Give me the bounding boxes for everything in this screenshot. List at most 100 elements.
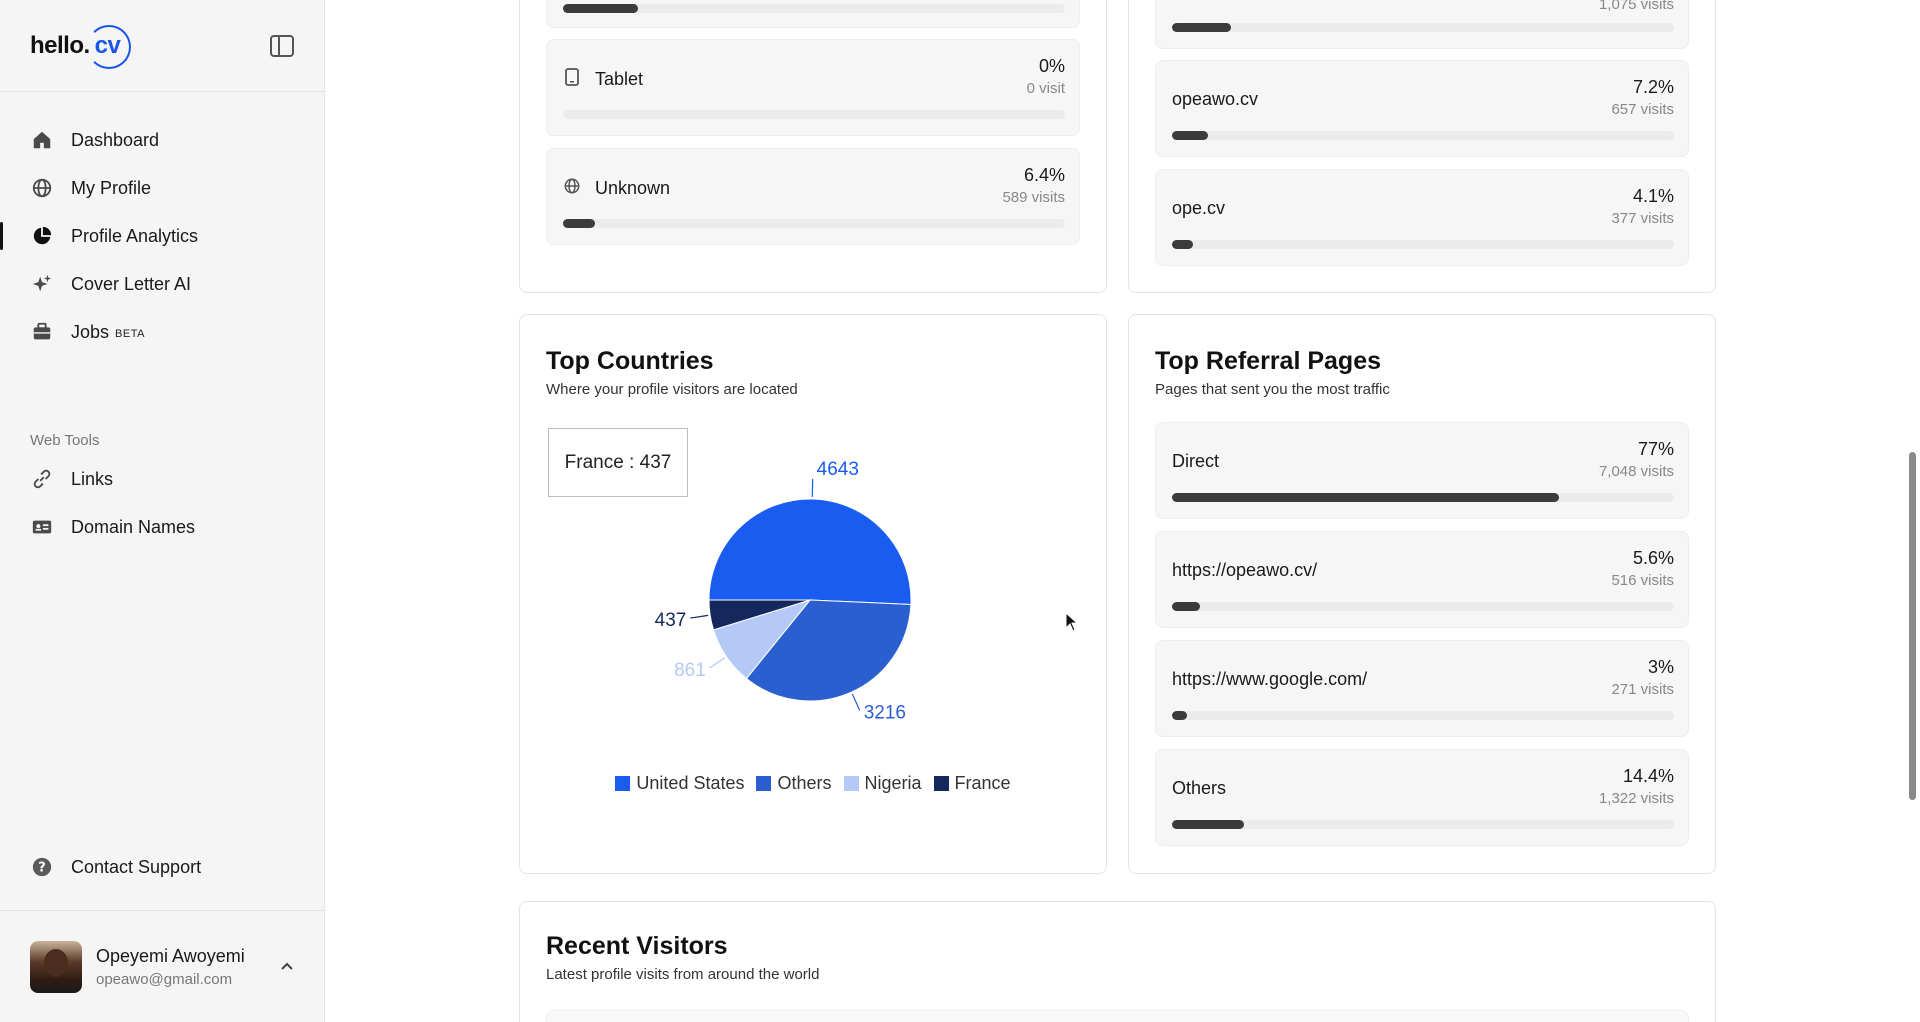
pie-data-label: 3216 xyxy=(864,702,906,723)
sidebar-toggle-icon[interactable] xyxy=(270,34,294,57)
chevron-up-icon[interactable] xyxy=(280,958,294,976)
progress-bar xyxy=(1172,240,1193,249)
contact-support-label: Contact Support xyxy=(71,856,202,877)
referral-visits: 516 visits xyxy=(1611,572,1674,589)
domain-visits: 377 visits xyxy=(1611,210,1674,227)
domain-percent: 4.1% xyxy=(1632,186,1674,206)
pie-label-line xyxy=(690,614,709,619)
referral-name: https://www.google.com/ xyxy=(1172,669,1368,689)
domain-percent: 7.2% xyxy=(1632,77,1674,97)
domain-visits: 1,075 visits xyxy=(1598,0,1674,13)
legend-swatch xyxy=(843,776,859,791)
user-email: opeawo@gmail.com xyxy=(96,970,233,988)
sidebar-item-label: Links xyxy=(71,468,114,489)
progress-bar xyxy=(1172,23,1231,32)
globe-icon xyxy=(30,176,54,200)
legend-item[interactable]: France xyxy=(933,773,1011,794)
sidebar-item-label: Profile Analytics xyxy=(71,225,199,246)
pie-label-line xyxy=(851,693,861,711)
sidebar-item-links[interactable]: Links xyxy=(0,455,324,503)
pie-data-label: 4643 xyxy=(817,459,859,480)
device-percent: 6.4% xyxy=(1023,165,1065,185)
svg-text:?: ? xyxy=(38,861,45,876)
progress-bar xyxy=(1172,820,1245,829)
device-visits: 0 visit xyxy=(1026,80,1065,97)
top-referrals-card: Top Referral Pages Pages that sent you t… xyxy=(1128,314,1716,874)
tablet-icon xyxy=(563,68,581,91)
progress-bar xyxy=(1172,602,1201,611)
domain-row-ope: ope.cv 4.1% 377 visits xyxy=(1155,169,1689,266)
referral-percent: 3% xyxy=(1647,657,1674,677)
help-icon: ? xyxy=(30,855,54,879)
chart-legend: United States Others Nigeria France xyxy=(520,773,1106,794)
device-percent: 0% xyxy=(1038,56,1065,76)
sidebar-item-label: Dashboard xyxy=(71,129,160,150)
legend-label: France xyxy=(954,773,1011,793)
page-scrollbar[interactable] xyxy=(1909,452,1916,800)
legend-item[interactable]: United States xyxy=(615,773,744,794)
device-row xyxy=(546,0,1080,28)
mouse-cursor-icon xyxy=(1065,612,1079,632)
globe-icon xyxy=(563,177,581,200)
card-title: Top Countries xyxy=(546,347,714,375)
top-countries-card: Top Countries Where your profile visitor… xyxy=(519,314,1107,874)
progress-bar xyxy=(563,4,639,13)
device-name: Tablet xyxy=(595,69,644,89)
pie-slice[interactable] xyxy=(745,599,912,702)
pie-slice[interactable] xyxy=(708,498,912,605)
progress-bar xyxy=(1172,711,1188,720)
referral-name: Direct xyxy=(1172,451,1220,471)
sidebar-item-my-profile[interactable]: My Profile xyxy=(0,164,324,212)
card-subtitle: Latest profile visits from around the wo… xyxy=(546,966,820,983)
main-nav: Dashboard My Profile Profile Analytics C… xyxy=(0,92,324,356)
legend-item[interactable]: Nigeria xyxy=(843,773,922,794)
referral-percent: 14.4% xyxy=(1622,766,1674,786)
sidebar-item-dashboard[interactable]: Dashboard xyxy=(0,116,324,164)
progress-bar xyxy=(563,219,596,228)
referral-name: Others xyxy=(1172,778,1227,798)
sidebar-item-domain-names[interactable]: Domain Names xyxy=(0,503,324,551)
user-name: Opeyemi Awoyemi xyxy=(96,945,245,966)
devices-card: Tablet 0% 0 visit Unknown 6.4% 589 visit… xyxy=(519,0,1107,293)
legend-swatch xyxy=(933,776,949,791)
visitors-table xyxy=(546,1010,1689,1022)
card-title: Top Referral Pages xyxy=(1155,347,1382,375)
referral-visits: 1,322 visits xyxy=(1598,790,1674,807)
referral-visits: 271 visits xyxy=(1611,681,1674,698)
sidebar-item-cover-letter-ai[interactable]: Cover Letter AI xyxy=(0,260,324,308)
referral-visits: 7,048 visits xyxy=(1598,463,1674,480)
user-menu[interactable]: Opeyemi Awoyemi opeawo@gmail.com xyxy=(0,910,324,1022)
legend-item[interactable]: Others xyxy=(756,773,832,794)
pie-slice[interactable] xyxy=(708,599,811,631)
referral-row-direct: Direct 77% 7,048 visits xyxy=(1155,422,1689,519)
logo[interactable]: hello. cv xyxy=(30,24,131,69)
countries-pie-chart[interactable]: 4643 3216 861 437 xyxy=(520,425,1108,725)
device-row-tablet: Tablet 0% 0 visit xyxy=(546,39,1080,136)
legend-label: United States xyxy=(636,773,745,793)
id-card-icon xyxy=(30,515,54,539)
recent-visitors-card: Recent Visitors Latest profile visits fr… xyxy=(519,901,1716,1022)
section-label-web-tools: Web Tools xyxy=(30,432,100,449)
pie-chart-icon xyxy=(30,224,54,248)
logo-suffix: cv xyxy=(94,31,121,59)
domain-name: opeawo.cv xyxy=(1172,89,1259,109)
sidebar-item-profile-analytics[interactable]: Profile Analytics xyxy=(0,212,324,260)
card-subtitle: Where your profile visitors are located xyxy=(546,381,798,398)
sidebar-item-label: Domain Names xyxy=(71,516,196,537)
pie-data-label: 437 xyxy=(655,610,687,631)
contact-support-link[interactable]: ? Contact Support xyxy=(0,843,324,891)
pie-label-line xyxy=(709,657,726,669)
domain-row: 1,075 visits xyxy=(1155,0,1689,49)
domain-visits: 657 visits xyxy=(1611,101,1674,118)
legend-swatch xyxy=(756,776,772,791)
progress-bar xyxy=(1172,493,1559,502)
progress-bar xyxy=(1172,131,1209,140)
domain-name: ope.cv xyxy=(1172,198,1226,218)
referral-row-google: https://www.google.com/ 3% 271 visits xyxy=(1155,640,1689,737)
referral-percent: 5.6% xyxy=(1632,548,1674,568)
referral-row-opeawo: https://opeawo.cv/ 5.6% 516 visits xyxy=(1155,531,1689,628)
referral-row-others: Others 14.4% 1,322 visits xyxy=(1155,749,1689,846)
legend-label: Nigeria xyxy=(864,773,922,793)
sidebar-item-jobs[interactable]: Jobs BETA xyxy=(0,308,324,356)
brand-row: hello. cv xyxy=(0,0,324,92)
